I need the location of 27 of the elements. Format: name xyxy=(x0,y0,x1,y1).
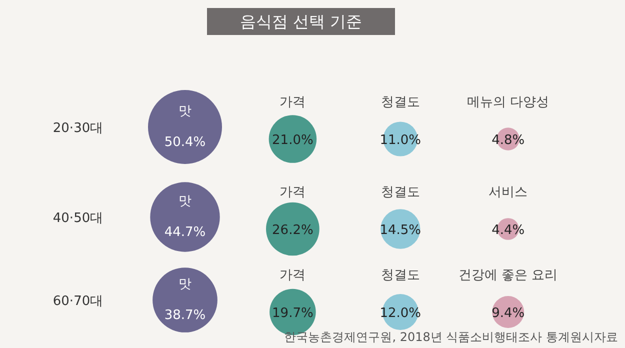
text: 가격 xyxy=(280,185,306,200)
category-label: 40·50대 xyxy=(52,211,104,226)
text: 건강에 좋은 요리 xyxy=(458,268,558,283)
text: 청결도 xyxy=(380,185,420,200)
text: 음식점 선택 기준 xyxy=(240,12,362,31)
text: 청결도 xyxy=(380,268,420,283)
data-label: 38.7% xyxy=(164,308,206,323)
text: 맛 xyxy=(178,194,192,209)
text: 맛 xyxy=(178,104,192,119)
data-label: 50.4% xyxy=(164,135,206,150)
data-label: 14.5% xyxy=(380,223,422,238)
text: 메뉴의 다양성 xyxy=(467,95,550,110)
category-label: 60·70대 xyxy=(52,294,104,309)
text: 서비스 xyxy=(488,185,528,200)
data-label: 4.4% xyxy=(492,223,525,238)
data-label: 19.7% xyxy=(272,306,314,321)
text: 맛 xyxy=(178,277,192,292)
data-label: 26.2% xyxy=(272,223,314,238)
data-label: 9.4% xyxy=(492,306,525,321)
text: 청결도 xyxy=(380,95,420,110)
category-label: 20·30대 xyxy=(52,121,104,136)
data-label: 21.0% xyxy=(272,133,314,148)
text: 한국농촌경제연구원, 2018년 식품소비행태조사 통계원시자료 xyxy=(284,330,618,344)
data-label: 4.8% xyxy=(492,133,525,148)
text: 가격 xyxy=(280,95,306,110)
text: 가격 xyxy=(280,268,306,283)
data-label: 44.7% xyxy=(164,225,206,240)
